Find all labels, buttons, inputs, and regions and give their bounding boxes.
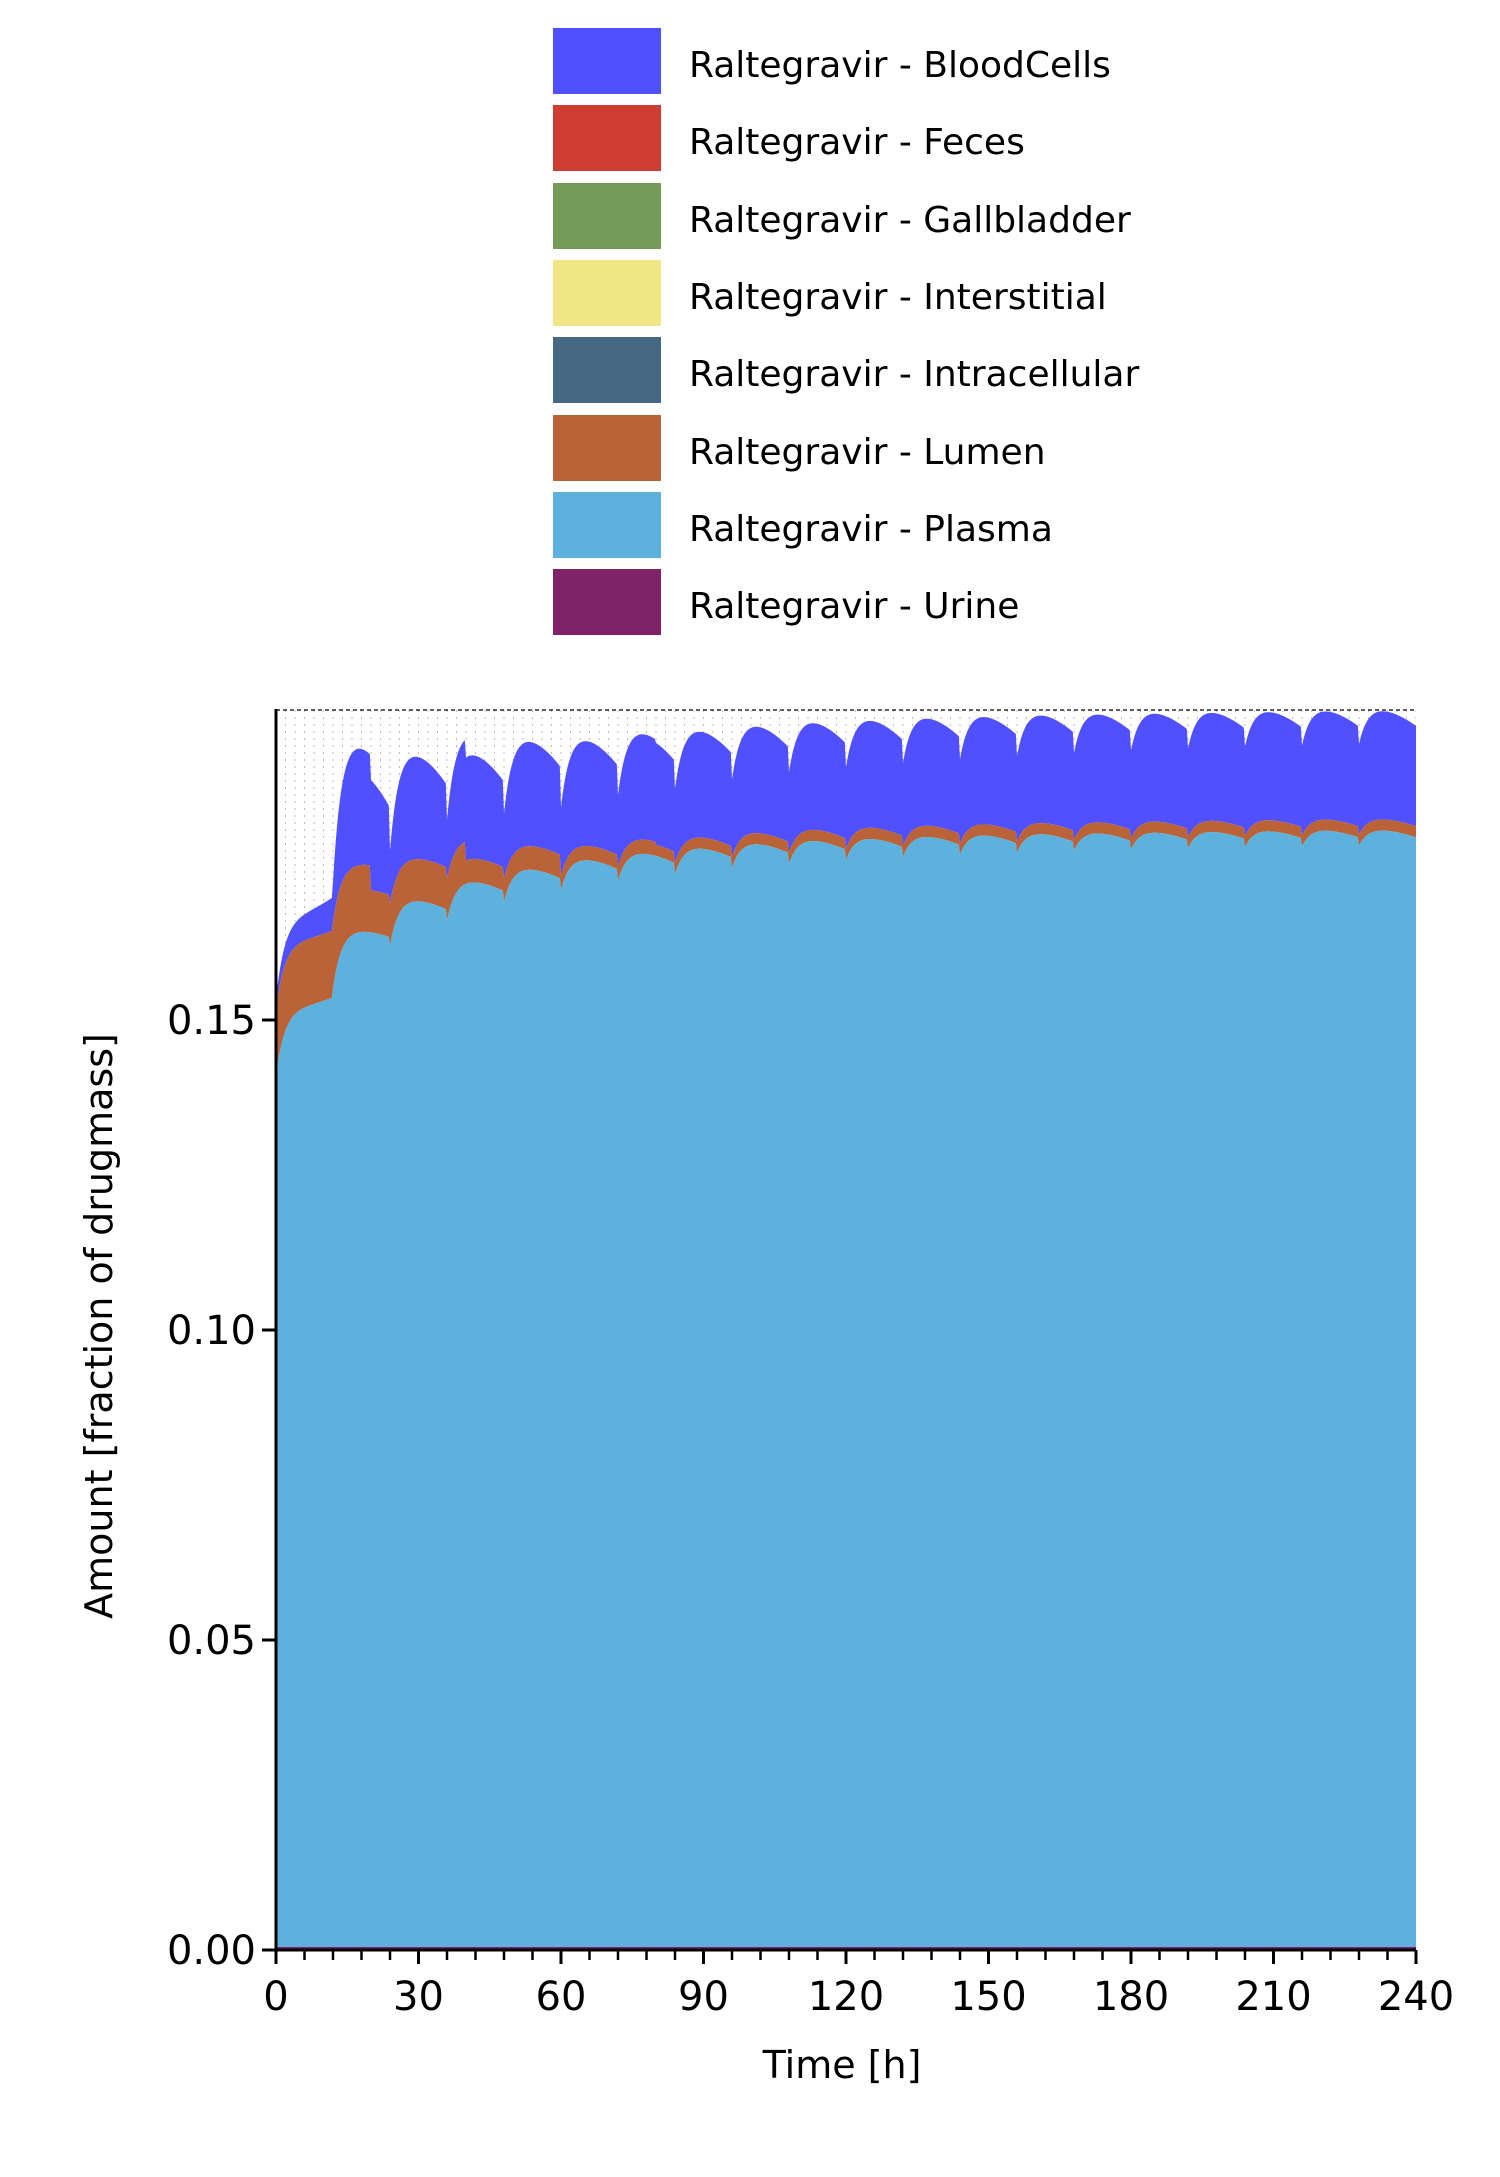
legend-label: Raltegravir - Urine bbox=[689, 586, 1020, 628]
y-tick-label: 0.10 bbox=[167, 1308, 256, 1354]
axes: 0 30 60 90 120 150 180 210 240 0.00 0.05 0.10 0.15 bbox=[167, 709, 1454, 2020]
x-tick-label: 120 bbox=[808, 1974, 884, 2020]
legend-swatch bbox=[553, 569, 661, 636]
legend-swatch bbox=[553, 259, 661, 326]
plot-area bbox=[276, 710, 1416, 1950]
legend-item-raltegravir-feces: Raltegravir - Feces bbox=[553, 105, 1253, 172]
legend-swatch bbox=[553, 414, 661, 481]
legend-label: Raltegravir - Lumen bbox=[689, 431, 1046, 473]
x-tick-label: 240 bbox=[1378, 1974, 1454, 2020]
legend-label: Raltegravir - Feces bbox=[689, 122, 1025, 164]
legend-swatch bbox=[553, 105, 661, 172]
x-tick-label: 30 bbox=[393, 1974, 444, 2020]
legend-swatch bbox=[553, 337, 661, 404]
x-tick-label: 210 bbox=[1235, 1974, 1311, 2020]
legend-item-raltegravir-plasma: Raltegravir - Plasma bbox=[553, 491, 1253, 558]
legend-label: Raltegravir - Gallbladder bbox=[689, 199, 1131, 241]
legend-swatch bbox=[553, 182, 661, 249]
y-tick-label: 0.00 bbox=[167, 1928, 256, 1974]
legend-swatch bbox=[553, 491, 661, 558]
legend-item-raltegravir-urine: Raltegravir - Urine bbox=[553, 569, 1253, 636]
legend-label: Raltegravir - BloodCells bbox=[689, 45, 1111, 86]
area-raltegravir-plasma bbox=[276, 830, 1416, 1950]
x-tick-label: 180 bbox=[1093, 1974, 1169, 2020]
x-tick-label: 150 bbox=[950, 1974, 1026, 2020]
legend-item-raltegravir-bloodcells: Raltegravir - BloodCells bbox=[553, 28, 1253, 94]
legend-label: Raltegravir - Plasma bbox=[689, 508, 1053, 550]
y-tick-label: 0.05 bbox=[167, 1618, 256, 1664]
legend-item-raltegravir-interstitial: Raltegravir - Interstitial bbox=[553, 259, 1253, 326]
area-raltegravir-lumen bbox=[276, 819, 1416, 1076]
x-tick-label: 60 bbox=[536, 1974, 587, 2020]
legend-item-raltegravir-gallbladder: Raltegravir - Gallbladder bbox=[553, 182, 1253, 249]
y-axis-title: Amount [fraction of drugmass] bbox=[77, 1033, 121, 1619]
legend-swatch bbox=[553, 28, 661, 94]
x-tick-label: 0 bbox=[263, 1974, 288, 2020]
legend-item-raltegravir-lumen: Raltegravir - Lumen bbox=[553, 414, 1253, 481]
legend-item-raltegravir-intracellular: Raltegravir - Intracellular bbox=[553, 337, 1253, 404]
y-tick-label: 0.15 bbox=[167, 998, 256, 1044]
legend-label: Raltegravir - Intracellular bbox=[689, 354, 1140, 396]
x-axis-title: Time [h] bbox=[762, 2043, 922, 2087]
x-tick-label: 90 bbox=[678, 1974, 729, 2020]
area-raltegravir-bloodcells bbox=[276, 711, 1416, 1009]
legend-label: Raltegravir - Interstitial bbox=[689, 276, 1107, 318]
